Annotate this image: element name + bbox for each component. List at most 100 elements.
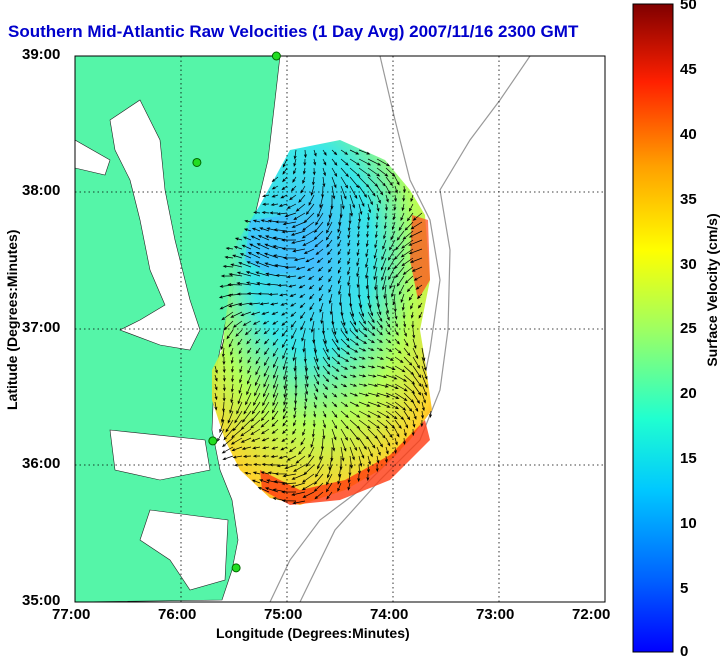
velocity-arrow xyxy=(381,248,387,261)
velocity-arrow xyxy=(340,311,346,327)
velocity-arrow xyxy=(337,230,342,240)
velocity-arrow xyxy=(385,185,391,195)
velocity-arrow xyxy=(328,293,333,305)
velocity-arrow xyxy=(283,392,288,406)
velocity-arrow xyxy=(291,491,306,496)
velocity-arrow xyxy=(340,167,349,178)
velocity-arrow xyxy=(281,247,297,251)
velocity-arrow xyxy=(320,311,324,325)
colorbar-tick: 40 xyxy=(680,126,697,143)
velocity-arrow xyxy=(331,185,336,200)
velocity-arrow xyxy=(403,410,411,421)
velocity-arrow xyxy=(331,158,338,166)
velocity-arrow xyxy=(255,261,270,268)
velocity-arrow xyxy=(402,266,414,275)
velocity-arrow xyxy=(322,176,326,188)
y-tick: 35:00 xyxy=(22,592,61,609)
velocity-arrow xyxy=(292,347,297,362)
velocity-arrow xyxy=(367,446,373,458)
velocity-arrow xyxy=(358,365,366,369)
velocity-arrow xyxy=(328,284,333,294)
velocity-arrow xyxy=(385,428,393,439)
velocity-arrow xyxy=(402,194,406,202)
velocity-arrow xyxy=(365,257,369,269)
velocity-arrow xyxy=(421,401,425,412)
velocity-arrow xyxy=(340,392,348,397)
velocity-arrow xyxy=(376,158,391,167)
velocity-arrow xyxy=(240,437,252,443)
velocity-arrow xyxy=(300,320,306,331)
velocity-arrow xyxy=(358,446,365,459)
velocity-arrow xyxy=(337,248,342,256)
velocity-arrow xyxy=(349,194,355,209)
velocity-arrow xyxy=(396,275,405,287)
velocity-arrow xyxy=(225,419,234,433)
velocity-arrow xyxy=(259,479,270,484)
colorbar xyxy=(632,3,674,653)
velocity-arrow xyxy=(358,203,363,216)
velocity-arrow xyxy=(281,482,297,486)
velocity-arrow xyxy=(408,293,414,301)
velocity-arrow xyxy=(283,383,288,399)
velocity-arrow xyxy=(347,266,351,276)
velocity-arrow xyxy=(244,219,252,223)
velocity-arrow xyxy=(260,219,270,223)
velocity-arrow xyxy=(230,383,234,393)
velocity-arrow xyxy=(302,428,306,437)
pamlico-sound xyxy=(139,509,229,591)
velocity-arrow xyxy=(290,437,297,444)
velocity-arrow xyxy=(375,221,379,229)
velocity-arrow xyxy=(401,203,405,212)
velocity-arrow xyxy=(392,212,396,221)
velocity-arrow xyxy=(387,257,396,271)
velocity-arrow xyxy=(409,257,423,263)
velocity-arrow xyxy=(331,437,336,452)
velocity-arrow xyxy=(314,239,324,248)
velocity-arrow xyxy=(299,293,306,298)
velocity-arrow xyxy=(412,356,420,369)
velocity-arrow xyxy=(349,455,353,469)
colorbar-tick: 15 xyxy=(680,450,697,467)
velocity-arrow xyxy=(358,212,362,223)
velocity-arrow xyxy=(272,236,288,241)
velocity-arrow xyxy=(286,455,297,461)
velocity-arrow xyxy=(347,482,351,491)
velocity-arrow xyxy=(291,239,306,244)
velocity-arrow xyxy=(310,311,315,322)
velocity-arrow xyxy=(313,482,324,493)
velocity-arrow xyxy=(322,356,331,368)
velocity-arrow xyxy=(389,239,396,251)
velocity-arrow xyxy=(385,311,390,321)
velocity-arrow xyxy=(376,338,383,343)
velocity-arrow xyxy=(349,401,360,407)
velocity-arrow xyxy=(239,356,243,364)
velocity-arrow xyxy=(265,235,279,241)
velocity-arrow xyxy=(252,320,261,325)
velocity-arrow xyxy=(349,320,359,333)
velocity-arrow xyxy=(247,356,252,364)
velocity-arrow xyxy=(337,266,342,274)
velocity-arrows xyxy=(214,149,433,505)
velocity-arrow xyxy=(271,194,279,198)
velocity-arrow xyxy=(277,283,288,287)
velocity-arrow xyxy=(272,356,279,369)
velocity-arrow xyxy=(385,446,389,455)
velocity-arrow xyxy=(326,239,333,248)
velocity-arrow xyxy=(376,167,389,177)
velocity-arrow xyxy=(358,329,368,338)
velocity-arrow xyxy=(385,176,393,187)
velocity-arrow xyxy=(358,338,368,345)
velocity-arrow xyxy=(358,383,368,387)
chesapeake-bay xyxy=(109,99,201,351)
velocity-arrow xyxy=(313,149,317,157)
velocity-arrow xyxy=(276,464,288,468)
velocity-arrow xyxy=(376,437,384,448)
velocity-arrow xyxy=(247,252,261,259)
velocity-arrow xyxy=(221,311,234,321)
velocity-arrow xyxy=(340,419,349,430)
velocity-arrow xyxy=(421,410,424,419)
velocity-arrow xyxy=(367,302,374,317)
velocity-arrow xyxy=(237,338,243,346)
velocity-arrow xyxy=(291,473,306,480)
station-north xyxy=(271,51,281,61)
